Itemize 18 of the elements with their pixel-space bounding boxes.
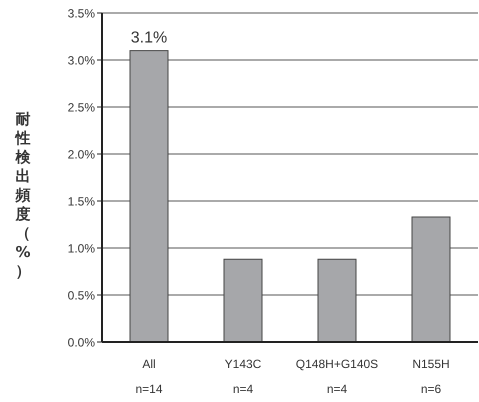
y-tick-label: 0.0%	[68, 335, 96, 350]
text: 耐性検出頻度（%）	[15, 110, 31, 280]
bar	[130, 50, 168, 342]
y-tick-label: 2.0%	[68, 147, 96, 162]
x-tick-label: Q148H+G140S n=4	[296, 357, 378, 396]
bar	[318, 258, 356, 342]
data-label: 3.1%	[130, 30, 168, 47]
bar	[224, 258, 262, 342]
bar	[412, 216, 450, 342]
y-tick-label: 2.5%	[68, 100, 96, 114]
y-tick-label: 0.5%	[68, 288, 96, 302]
y-tick-label: 3.5%	[68, 6, 96, 20]
y-tick-label: 1.0%	[68, 241, 96, 256]
x-tick-label: N155H n=6	[412, 357, 450, 396]
y-tick-label: 3.0%	[68, 53, 96, 68]
y-tick-label: 1.5%	[68, 194, 96, 208]
x-tick-label: Y143C n=4	[224, 357, 262, 396]
x-tick-label: All n=14	[135, 357, 163, 396]
